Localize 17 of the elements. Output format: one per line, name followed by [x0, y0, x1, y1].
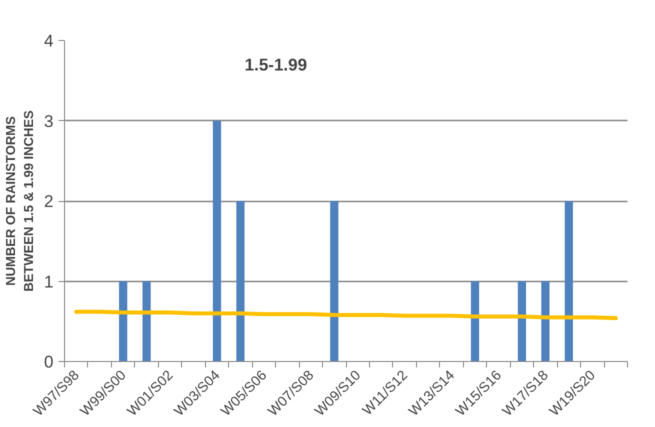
bar — [541, 281, 550, 362]
y-tick-label: 4 — [44, 32, 54, 50]
line-series — [74, 310, 618, 320]
bar — [212, 120, 222, 362]
bar — [330, 201, 338, 362]
y-tick-label: 3 — [44, 112, 54, 131]
y-tick-label: 1 — [44, 272, 54, 292]
bar — [518, 281, 526, 362]
bar — [564, 201, 573, 362]
bar — [119, 281, 128, 362]
bar — [236, 201, 245, 362]
bar — [142, 281, 151, 362]
y-tick-label: 0 — [44, 352, 54, 372]
y-tick-label: 2 — [44, 192, 54, 211]
y-axis-title: NUMBER OF RAINSTORMS BETWEEN 1.5 & 1.99 INCHES — [3, 110, 36, 292]
text: 1.5-1.99 — [244, 56, 308, 74]
bar — [470, 281, 480, 362]
